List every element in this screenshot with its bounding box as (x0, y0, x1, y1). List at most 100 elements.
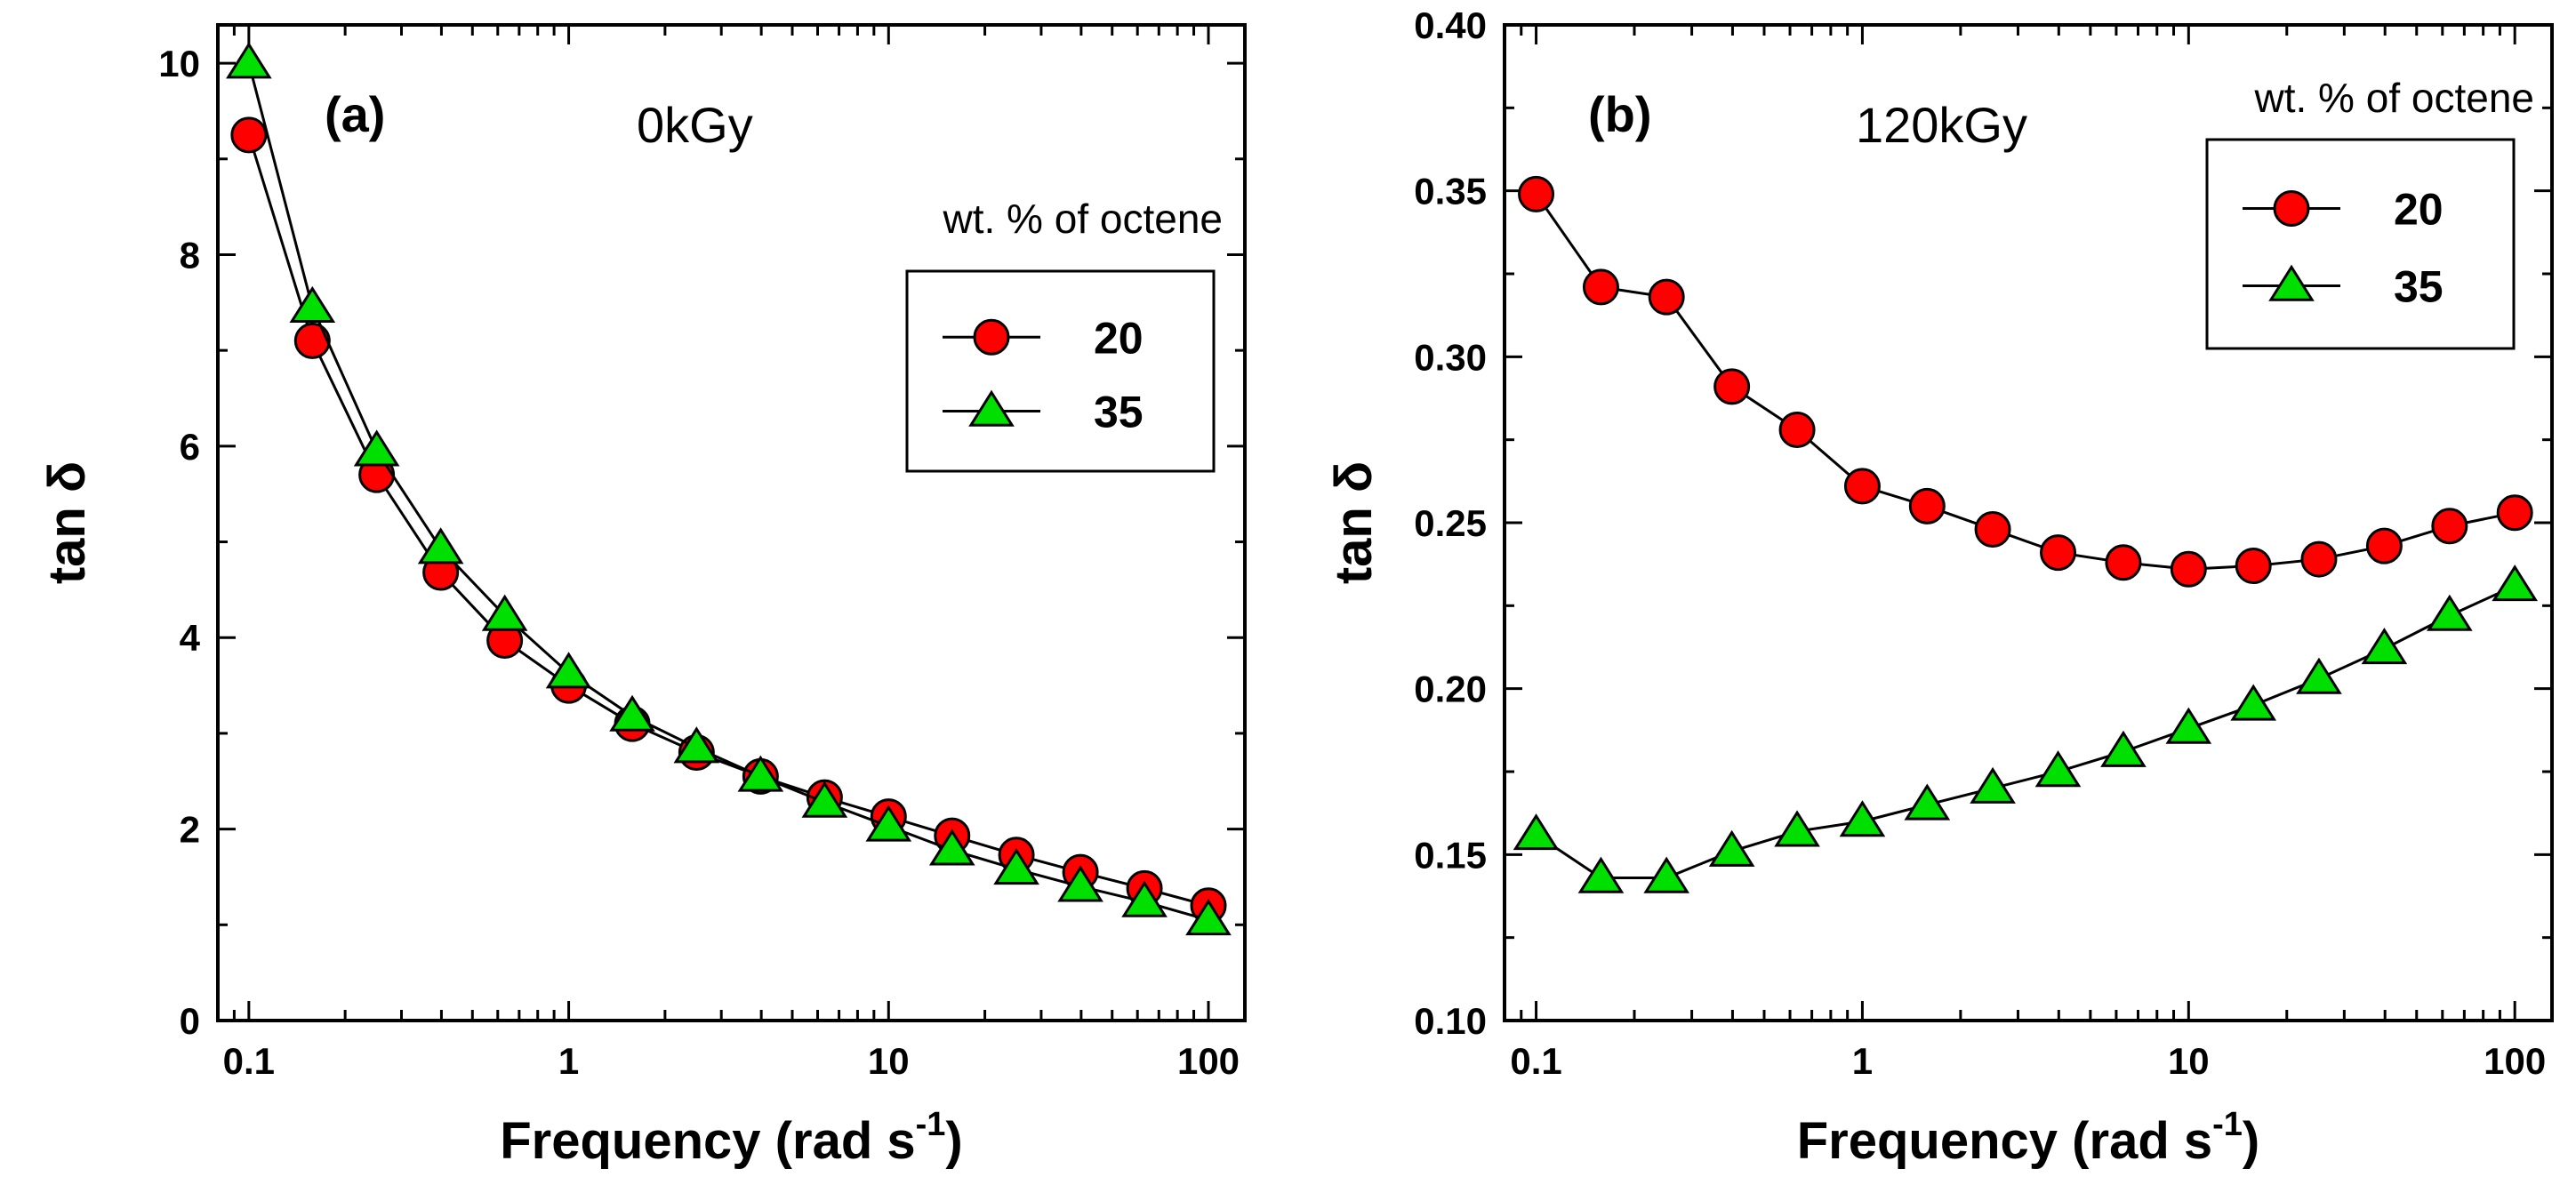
legend-box (2205, 138, 2516, 350)
legend-item-20: 20 (2243, 185, 2444, 235)
y-tick-label: 10 (158, 43, 200, 84)
data-point-35 (1970, 766, 2016, 804)
x-axis-title-main: Frequency (rad s (1797, 1112, 2212, 1170)
legend-marker-circle (973, 318, 1010, 356)
data-point-35 (1513, 813, 1560, 851)
y-tick-label: 0.10 (1414, 1000, 1487, 1042)
data-point-20 (1908, 487, 1946, 524)
data-point-35 (1774, 810, 1820, 847)
y-tick-label: 6 (180, 426, 200, 468)
data-point-20 (1518, 175, 1555, 212)
data-point-35 (226, 42, 272, 79)
legend-box (905, 269, 1216, 473)
dose-annotation: 0kGy (637, 97, 753, 153)
data-point-35 (1121, 880, 1168, 917)
data-point-20 (2040, 534, 2077, 572)
y-tick-label: 0.15 (1414, 834, 1487, 876)
panel-label: (b) (1588, 86, 1652, 142)
y-tick-label: 8 (180, 234, 200, 276)
y-tick-label: 4 (180, 617, 201, 659)
x-axis-title-superscript: -1 (916, 1106, 946, 1143)
data-point-35 (2230, 684, 2277, 721)
data-point-20 (1974, 510, 2011, 548)
data-point-35 (2296, 657, 2342, 694)
data-point-35 (2492, 564, 2539, 602)
legend-marker-triangle (968, 389, 1015, 427)
data-point-35 (2427, 594, 2473, 631)
legend-title: wt. % of octene (2254, 75, 2535, 121)
data-point-35 (289, 285, 336, 323)
y-tick-label: 0.40 (1414, 4, 1487, 46)
data-point-35 (1057, 865, 1103, 902)
legend: wt. % of octene 20 35 (2205, 75, 2535, 350)
x-axis-title-main: Frequency (rad s (500, 1112, 915, 1170)
series-35 (1513, 564, 2539, 893)
data-point-35 (2361, 628, 2408, 665)
data-point-20 (2365, 527, 2403, 564)
series-20 (1518, 175, 2533, 588)
data-point-20 (1582, 268, 1619, 306)
chart-panel-a: 0 2 4 6 8 10 0.1 1 10 100 Frequency (rad s-1) tan δ… (38, 23, 1247, 1170)
series-line-35 (1535, 584, 2516, 879)
legend-item-35: 35 (943, 388, 1144, 437)
data-point-20 (2431, 508, 2468, 545)
x-tick-label: 1 (558, 1040, 579, 1082)
data-point-35 (1839, 800, 1886, 837)
y-tick-label: 0 (180, 1000, 200, 1042)
data-point-35 (481, 594, 528, 631)
data-point-20 (1778, 411, 1816, 448)
legend-label: 35 (1094, 388, 1144, 437)
legend-marker-triangle (2268, 264, 2315, 301)
y-tick-label: 0.25 (1414, 502, 1487, 544)
legend-title: wt. % of octene (943, 196, 1224, 242)
y-tick-label: 0.35 (1414, 171, 1487, 212)
y-axis-title: tan δ (38, 461, 96, 584)
x-axis-title: Frequency (rad s-1) (1797, 1106, 2260, 1170)
dose-annotation: 120kGy (1856, 97, 2027, 153)
data-point-35 (928, 829, 975, 866)
legend-item-35: 35 (2243, 262, 2444, 312)
data-point-35 (1185, 899, 1232, 936)
series-line-20 (1535, 193, 2516, 571)
data-point-35 (1577, 856, 1625, 893)
data-point-35 (2034, 750, 2082, 788)
data-point-20 (1648, 278, 1685, 316)
data-point-35 (2100, 730, 2147, 767)
data-point-35 (353, 429, 400, 467)
x-tick-label: 0.1 (223, 1040, 275, 1082)
series-35 (226, 42, 1232, 936)
data-point-35 (865, 805, 912, 842)
data-point-35 (417, 527, 464, 564)
data-point-35 (545, 652, 592, 689)
series-line-20 (247, 134, 1209, 908)
data-point-20 (2105, 544, 2142, 581)
x-axis-title: Frequency (rad s-1) (500, 1106, 963, 1170)
data-point-35 (801, 781, 848, 818)
legend-label: 20 (1094, 313, 1144, 363)
data-point-35 (737, 755, 784, 792)
plot-frame (216, 23, 1247, 1022)
legend: wt. % of octene 20 35 (905, 196, 1224, 473)
x-tick-label: 100 (1177, 1040, 1240, 1082)
x-axis-title-superscript: -1 (2212, 1106, 2243, 1143)
data-point-35 (609, 694, 655, 732)
legend-item-20: 20 (943, 313, 1144, 363)
data-point-20 (2170, 550, 2207, 588)
y-tick-label: 0.20 (1414, 669, 1487, 710)
legend-label: 35 (2394, 262, 2444, 312)
data-point-35 (673, 726, 720, 764)
data-point-20 (1843, 468, 1881, 505)
y-tick-label: 2 (180, 809, 200, 851)
y-tick-label: 0.30 (1414, 336, 1487, 378)
data-point-20 (1713, 368, 1751, 405)
legend-marker-circle (2273, 190, 2310, 228)
panel-label: (a) (325, 86, 385, 142)
chart-panel-b: 0.10 0.15 0.20 0.25 0.30 0.35 0.40 0.1 1 10 100 Fre… (1325, 4, 2554, 1170)
x-tick-label: 10 (2168, 1040, 2210, 1082)
data-point-35 (1643, 856, 1690, 893)
x-tick-label: 0.1 (1510, 1040, 1561, 1082)
data-point-20 (293, 322, 331, 359)
data-point-20 (2300, 540, 2338, 578)
legend-label: 20 (2394, 185, 2444, 235)
